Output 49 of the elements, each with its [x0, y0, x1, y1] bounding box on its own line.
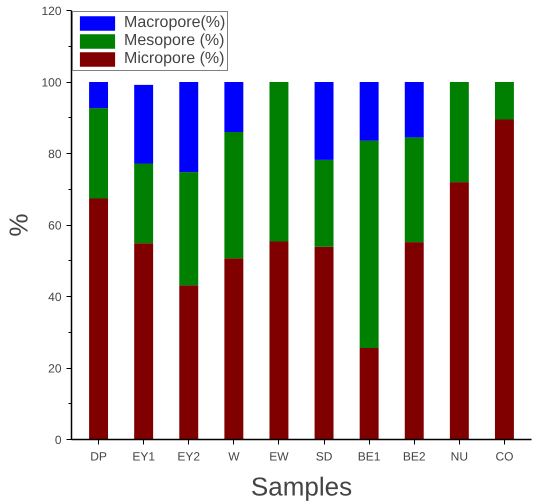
bar: [404, 82, 424, 138]
x-axis-title: Samples: [250, 472, 352, 502]
bar: [360, 140, 379, 348]
x-tick-label: EY1: [132, 450, 156, 464]
bar: [360, 348, 379, 440]
bar: [269, 241, 288, 440]
bar: [134, 164, 154, 244]
x-tick-label: EW: [269, 450, 290, 464]
bar: [450, 82, 469, 182]
x-tick-label: CO: [495, 450, 514, 464]
bar: [224, 132, 244, 258]
legend-label: Macropore(%): [124, 14, 226, 32]
bar: [314, 160, 334, 247]
bar: [450, 182, 469, 440]
bar: [360, 82, 379, 141]
x-tick-label: DP: [90, 450, 107, 464]
bar: [134, 84, 154, 164]
bar: [89, 82, 108, 108]
bar: [314, 82, 334, 160]
bar: [404, 137, 424, 242]
bar: [494, 82, 514, 120]
x-tick-label: SD: [316, 450, 333, 464]
x-tick-label: BE1: [358, 450, 381, 464]
y-axis-title: %: [3, 213, 34, 237]
bar: [89, 198, 108, 440]
x-tick-label: W: [228, 450, 240, 464]
y-tick-label: 80: [48, 147, 62, 161]
bar: [269, 82, 288, 242]
y-tick-label: 40: [48, 290, 62, 304]
bar: [494, 120, 514, 440]
bar: [179, 172, 198, 286]
x-tick-label: BE2: [402, 450, 426, 464]
bar: [224, 82, 244, 132]
y-tick-label: 100: [41, 76, 62, 90]
y-tick-label: 0: [54, 433, 62, 447]
y-tick-label: 120: [41, 4, 62, 18]
bar: [179, 82, 198, 172]
bar: [179, 285, 198, 440]
y-tick-label: 60: [48, 218, 62, 232]
bar: [224, 258, 244, 440]
x-tick-label: NU: [450, 450, 468, 464]
y-tick-label: 20: [48, 362, 62, 376]
bar: [89, 108, 108, 199]
legend-label: Micropore (%): [124, 50, 224, 68]
legend-label: Mesopore (%): [124, 32, 224, 50]
x-tick-label: EY2: [177, 450, 200, 464]
bar: [134, 243, 154, 440]
bar: [314, 246, 334, 440]
bar: [404, 242, 424, 440]
